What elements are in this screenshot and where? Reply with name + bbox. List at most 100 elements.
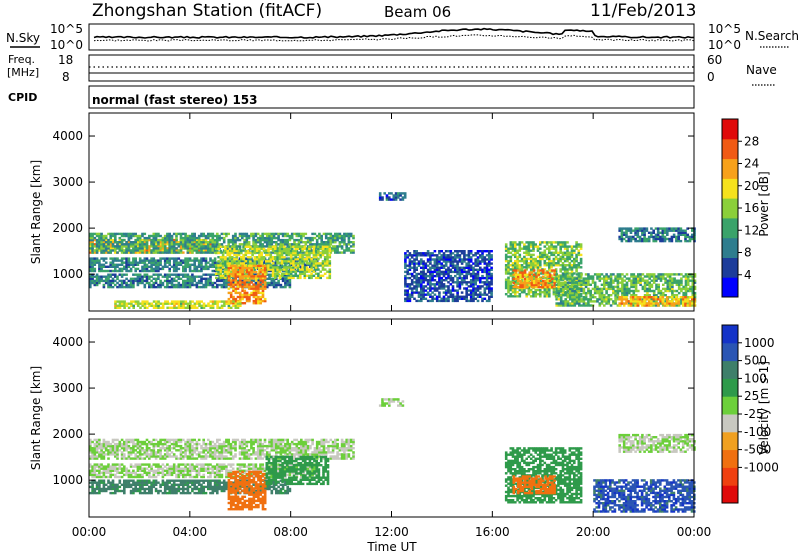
data-cell: [632, 296, 635, 298]
data-cell: [314, 243, 317, 245]
data-cell: [281, 254, 284, 256]
data-cell: [548, 252, 551, 254]
data-cell: [137, 243, 140, 245]
data-cell: [580, 290, 583, 292]
data-cell: [119, 270, 122, 272]
data-cell: [245, 246, 248, 248]
data-cell: [673, 227, 676, 229]
data-cell: [395, 198, 398, 200]
data-cell: [567, 294, 570, 296]
data-cell: [155, 241, 158, 243]
data-cell: [510, 258, 513, 260]
data-cell: [548, 248, 551, 250]
data-cell: [148, 259, 151, 261]
data-cell: [404, 271, 407, 273]
data-cell: [521, 260, 524, 262]
data-cell: [153, 264, 156, 266]
data-cell: [630, 230, 633, 232]
data-cell: [284, 235, 287, 237]
data-cell: [551, 278, 554, 280]
data-cell: [239, 303, 242, 305]
data-cell: [608, 300, 611, 302]
data-cell: [521, 264, 524, 266]
data-cell: [528, 266, 531, 268]
data-cell: [155, 251, 158, 253]
data-cell: [290, 277, 293, 279]
data-cell: [294, 256, 297, 258]
data-cell: [144, 305, 147, 307]
data-cell: [399, 198, 402, 200]
data-cell: [599, 275, 602, 277]
data-cell: [125, 274, 128, 276]
data-cell: [218, 284, 221, 286]
data-cell: [212, 241, 215, 243]
data-cell: [153, 243, 156, 245]
data-cell: [228, 283, 231, 285]
data-cell: [684, 296, 687, 298]
data-cell: [288, 258, 291, 260]
data-cell: [664, 302, 667, 304]
data-cell: [257, 233, 260, 235]
data-cell: [319, 246, 322, 248]
data-cell: [261, 245, 264, 247]
data-cell: [259, 292, 262, 294]
data-cell: [116, 264, 119, 266]
data-cell: [264, 288, 267, 290]
data-cell: [659, 238, 662, 240]
data-cell: [564, 243, 567, 245]
data-cell: [180, 235, 183, 237]
data-cell: [612, 273, 615, 275]
data-cell: [137, 247, 140, 249]
data-cell: [578, 280, 581, 282]
data-cell: [253, 265, 256, 267]
data-cell: [601, 300, 604, 302]
data-cell: [329, 273, 332, 275]
data-cell: [657, 230, 660, 232]
data-cell: [232, 241, 235, 243]
data-cell: [284, 278, 287, 280]
data-cell: [632, 230, 635, 232]
data-cell: [166, 307, 169, 309]
data-cell: [271, 278, 274, 280]
data-cell: [148, 286, 151, 288]
data-cell: [566, 268, 569, 270]
data-cell: [684, 230, 687, 232]
data-cell: [162, 266, 165, 268]
data-cell: [168, 264, 171, 266]
data-cell: [153, 233, 156, 235]
freq-tick-top: 18: [58, 53, 73, 67]
data-cell: [637, 298, 640, 300]
data-cell: [257, 275, 260, 277]
freq-unit: [MHz]: [7, 66, 39, 79]
data-cell: [164, 241, 167, 243]
data-cell: [594, 282, 597, 284]
data-cell: [155, 235, 158, 237]
data-cell: [639, 280, 642, 282]
data-cell: [555, 245, 558, 247]
data-cell: [119, 303, 122, 305]
data-cell: [148, 235, 151, 237]
data-cell: [404, 275, 407, 277]
data-cell: [519, 260, 522, 262]
data-cell: [608, 275, 611, 277]
data-cell: [643, 238, 646, 240]
data-cell: [632, 298, 635, 300]
data-cell: [580, 260, 583, 262]
data-cell: [200, 262, 203, 264]
data-cell: [507, 277, 510, 279]
data-cell: [123, 249, 126, 251]
data-cell: [121, 300, 124, 302]
data-cell: [155, 259, 158, 261]
data-cell: [575, 258, 578, 260]
data-cell: [327, 243, 330, 245]
data-cell: [148, 270, 151, 272]
data-cell: [244, 281, 247, 283]
data-cell: [633, 292, 636, 294]
data-cell: [244, 302, 247, 304]
data-cell: [623, 302, 626, 304]
data-cell: [578, 275, 581, 277]
data-cell: [112, 274, 115, 276]
data-cell: [221, 233, 224, 235]
data-cell: [514, 260, 517, 262]
data-cell: [505, 281, 508, 283]
